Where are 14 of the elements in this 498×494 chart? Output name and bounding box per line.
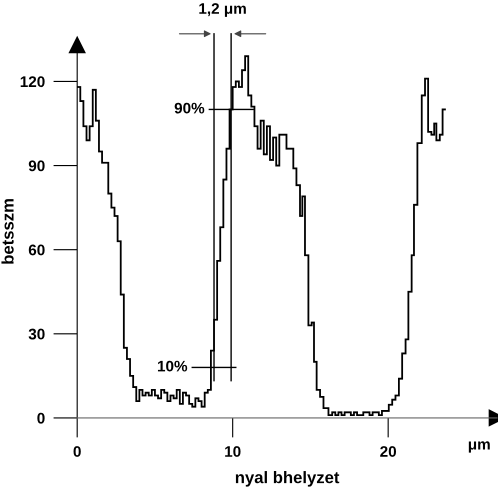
y-tick-label: 90 bbox=[28, 160, 45, 172]
annotation: 10% bbox=[158, 360, 188, 372]
annotation: 90% bbox=[174, 102, 204, 114]
y-tick-label: 120 bbox=[20, 76, 45, 88]
y-tick-label: 0 bbox=[37, 412, 45, 424]
x-axis-title: nyal bhelyzet bbox=[236, 471, 340, 487]
x-tick-label: 0 bbox=[74, 446, 81, 457]
x-tick-label: 10 bbox=[225, 446, 241, 457]
text: μm bbox=[468, 441, 490, 453]
y-axis-title: betsszm bbox=[1, 199, 14, 264]
x-tick-label: 20 bbox=[380, 446, 396, 457]
y-tick-label: 60 bbox=[28, 244, 45, 256]
y-tick-label: 30 bbox=[28, 328, 45, 340]
text: 1,2 μm bbox=[199, 3, 246, 17]
